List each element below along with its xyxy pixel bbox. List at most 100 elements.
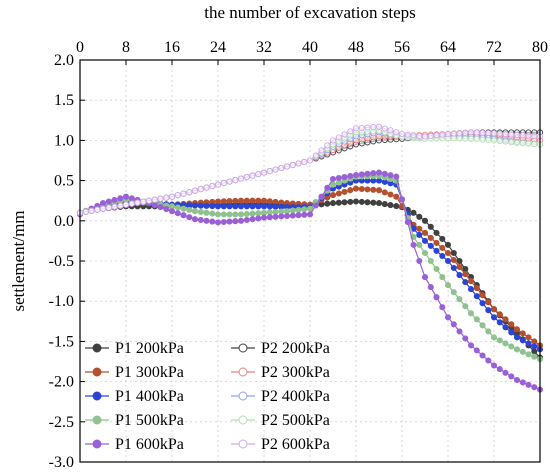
y-tick-label: -3.0 bbox=[49, 454, 74, 471]
data-point bbox=[473, 347, 480, 354]
legend-item: P1 400kPa bbox=[85, 388, 184, 405]
data-point bbox=[318, 193, 325, 200]
data-point bbox=[249, 216, 256, 223]
legend-marker bbox=[238, 439, 248, 449]
data-point bbox=[295, 160, 302, 167]
legend-marker bbox=[92, 343, 102, 353]
data-point bbox=[324, 200, 331, 207]
data-point bbox=[191, 202, 199, 209]
data-point bbox=[485, 328, 492, 335]
data-point bbox=[410, 209, 417, 216]
data-point bbox=[191, 187, 199, 194]
data-point bbox=[140, 198, 147, 205]
legend-label: P1 500kPa bbox=[115, 412, 184, 429]
legend: P1 200kPa P1 300kPa P1 400kPa P1 500kPa P1 6… bbox=[85, 340, 330, 453]
data-point bbox=[122, 201, 130, 208]
data-point bbox=[502, 138, 509, 145]
legend-label: P1 200kPa bbox=[115, 340, 184, 357]
y-tick-label: 2.0 bbox=[54, 52, 74, 69]
data-point bbox=[232, 211, 239, 218]
legend-marker bbox=[92, 367, 102, 377]
data-point bbox=[306, 205, 314, 212]
data-point bbox=[519, 379, 526, 386]
data-point bbox=[341, 188, 348, 195]
data-point bbox=[444, 282, 452, 289]
data-point bbox=[462, 271, 469, 278]
data-point bbox=[329, 192, 337, 199]
data-point bbox=[444, 314, 452, 321]
data-point bbox=[502, 316, 509, 323]
data-point bbox=[485, 129, 492, 137]
data-point bbox=[473, 285, 480, 292]
data-point bbox=[508, 139, 515, 146]
data-point bbox=[496, 319, 503, 326]
legend-label: P2 500kPa bbox=[261, 412, 330, 429]
data-point bbox=[531, 132, 538, 140]
data-point bbox=[513, 376, 521, 384]
data-point bbox=[433, 239, 440, 246]
data-point bbox=[485, 357, 492, 364]
data-point bbox=[347, 198, 354, 205]
data-point bbox=[370, 186, 377, 193]
legend-item: P2 200kPa bbox=[231, 340, 330, 357]
y-tick-label: 1.0 bbox=[54, 132, 74, 149]
data-point bbox=[266, 168, 273, 175]
data-point bbox=[490, 137, 498, 144]
data-point bbox=[393, 193, 400, 200]
data-point bbox=[421, 274, 429, 281]
legend-label: P2 600kPa bbox=[261, 436, 330, 453]
legend-item: P2 600kPa bbox=[231, 436, 330, 453]
data-point bbox=[329, 200, 337, 207]
data-point bbox=[479, 136, 486, 143]
data-point bbox=[249, 203, 256, 210]
data-point bbox=[117, 195, 124, 202]
data-point bbox=[375, 200, 383, 207]
data-point bbox=[249, 210, 256, 217]
data-point bbox=[347, 128, 354, 135]
data-point bbox=[272, 213, 279, 220]
data-point bbox=[341, 173, 348, 181]
data-point bbox=[122, 193, 130, 200]
data-point bbox=[306, 157, 314, 164]
y-tick-label: 0.5 bbox=[54, 173, 74, 190]
data-point bbox=[214, 211, 222, 218]
data-point bbox=[416, 257, 423, 265]
data-point bbox=[226, 211, 233, 218]
data-point bbox=[220, 211, 227, 218]
data-point bbox=[335, 174, 342, 182]
data-point bbox=[214, 203, 222, 210]
data-point bbox=[427, 132, 434, 139]
data-point bbox=[450, 321, 457, 328]
data-point bbox=[151, 202, 158, 209]
data-point bbox=[387, 172, 394, 179]
data-point bbox=[479, 292, 486, 299]
data-point bbox=[157, 204, 164, 211]
data-point bbox=[467, 135, 475, 142]
data-point bbox=[531, 338, 538, 345]
data-point bbox=[329, 137, 337, 144]
data-point bbox=[450, 289, 457, 296]
data-point bbox=[508, 343, 515, 350]
data-point bbox=[358, 185, 365, 193]
data-point bbox=[381, 170, 388, 177]
data-point bbox=[421, 133, 429, 140]
data-point bbox=[479, 322, 486, 329]
data-point bbox=[214, 219, 222, 226]
data-point bbox=[496, 130, 503, 137]
data-point bbox=[519, 337, 526, 344]
legend-marker bbox=[238, 415, 248, 425]
data-point bbox=[416, 213, 423, 220]
data-point bbox=[387, 127, 394, 134]
data-point bbox=[531, 384, 538, 391]
data-point bbox=[525, 140, 532, 147]
data-point bbox=[531, 343, 538, 350]
data-point bbox=[99, 205, 107, 212]
data-point bbox=[485, 136, 492, 144]
data-point bbox=[513, 139, 521, 146]
data-point bbox=[381, 125, 388, 132]
data-point bbox=[398, 130, 406, 138]
legend-item: P1 200kPa bbox=[85, 340, 184, 357]
data-point bbox=[525, 381, 532, 388]
data-point bbox=[88, 207, 95, 214]
data-point bbox=[531, 140, 538, 148]
